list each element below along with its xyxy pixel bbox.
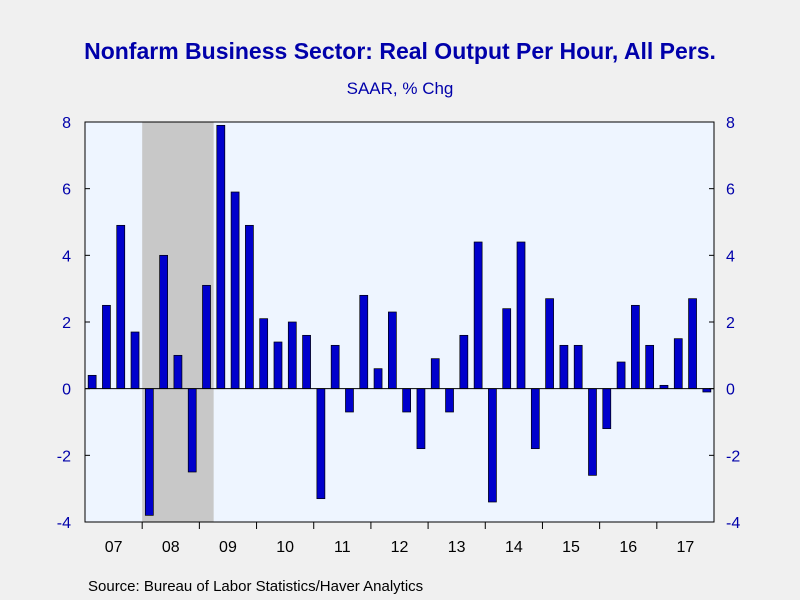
bar: [345, 388, 354, 413]
bar: [173, 354, 183, 390]
y-tick-label-left: 2: [62, 315, 71, 332]
bar: [631, 304, 640, 390]
bar: [202, 284, 211, 390]
bar: [216, 124, 226, 390]
bar: [230, 191, 240, 390]
plot-frame: [84, 121, 715, 523]
bar: [673, 338, 683, 390]
x-tick-label: 17: [677, 539, 695, 556]
bar: [645, 344, 655, 390]
y-tick-label-left: 0: [62, 382, 71, 399]
bar: [516, 241, 526, 390]
bar: [359, 294, 369, 390]
bar: [659, 384, 669, 390]
bar: [402, 388, 411, 413]
bar: [373, 368, 383, 390]
bar: [502, 308, 512, 390]
bar: [688, 298, 697, 390]
bar: [388, 311, 397, 390]
bar: [588, 388, 597, 476]
y-tick-label-left: -4: [57, 515, 71, 532]
bar: [316, 388, 326, 500]
x-tick-label: 09: [219, 539, 237, 556]
y-tick-label-left: 4: [62, 248, 71, 265]
x-tick-label: 13: [448, 539, 466, 556]
bar: [187, 388, 197, 473]
bar: [530, 388, 540, 450]
bar: [702, 388, 712, 393]
bar: [459, 334, 469, 390]
bar: [545, 298, 554, 390]
bar: [488, 388, 497, 503]
bar: [259, 318, 269, 390]
y-tick-label-right: 6: [726, 182, 735, 199]
bar: [245, 224, 254, 390]
y-tick-label-right: -4: [726, 515, 740, 532]
bar: [416, 388, 426, 450]
chart-title: Nonfarm Business Sector: Real Output Per…: [84, 38, 716, 64]
bar: [116, 224, 126, 390]
bar: [273, 341, 283, 390]
y-tick-label-left: 8: [62, 115, 71, 132]
bar: [287, 321, 297, 390]
x-tick-label: 07: [105, 539, 123, 556]
bar: [559, 344, 569, 390]
bar: [602, 388, 612, 430]
y-tick-label-right: 0: [726, 382, 735, 399]
y-tick-label-right: 8: [726, 115, 735, 132]
y-tick-label-left: 6: [62, 182, 71, 199]
bar: [159, 254, 168, 390]
bar: [302, 334, 311, 390]
y-tick-label-left: -2: [57, 448, 71, 465]
x-tick-label: 14: [505, 539, 523, 556]
chart-subtitle: SAAR, % Chg: [346, 79, 454, 98]
bar: [144, 388, 154, 516]
bar: [87, 374, 97, 390]
bar: [616, 361, 626, 390]
recession-shading: [142, 122, 214, 522]
bar: [130, 331, 140, 390]
y-tick-label-right: -2: [726, 448, 740, 465]
bar: [473, 241, 483, 390]
chart-source: Source: Bureau of Labor Statistics/Haver…: [88, 578, 424, 595]
x-tick-label: 16: [619, 539, 637, 556]
bar: [445, 388, 454, 413]
bar: [102, 304, 111, 390]
x-tick-label: 11: [334, 539, 351, 556]
bar: [573, 344, 583, 390]
x-tick-label: 08: [162, 539, 180, 556]
y-tick-label-right: 4: [726, 248, 735, 265]
bar: [330, 344, 340, 390]
bar: [430, 358, 440, 390]
x-tick-label: 10: [276, 539, 294, 556]
x-tick-label: 12: [391, 539, 409, 556]
y-tick-label-right: 2: [726, 315, 735, 332]
x-tick-label: 15: [562, 539, 580, 556]
